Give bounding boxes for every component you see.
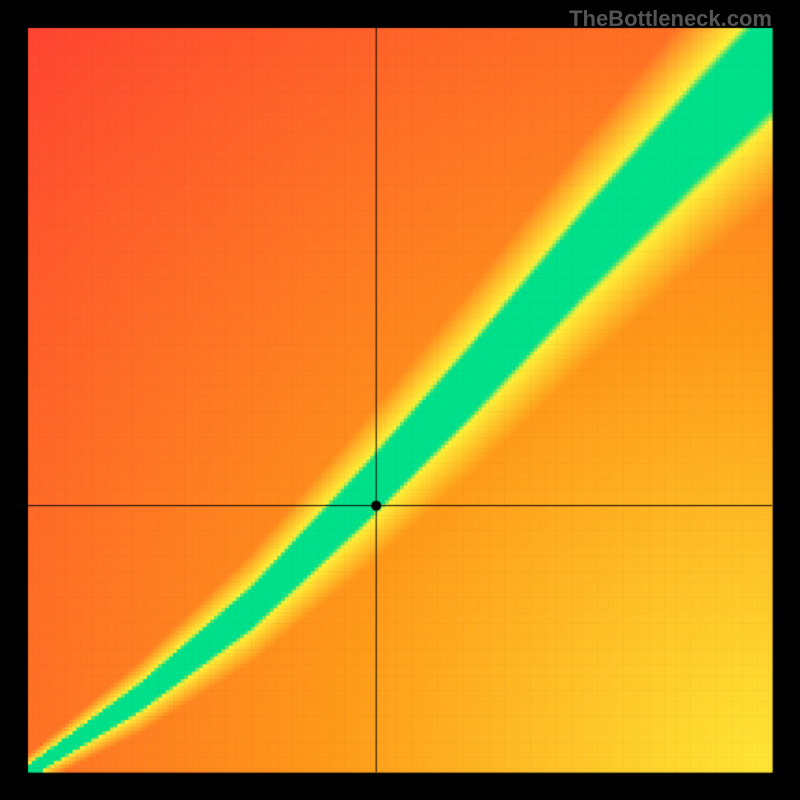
bottleneck-heatmap — [0, 0, 800, 800]
chart-container: { "watermark": { "text": "TheBottleneck.… — [0, 0, 800, 800]
watermark-text: TheBottleneck.com — [569, 6, 772, 32]
